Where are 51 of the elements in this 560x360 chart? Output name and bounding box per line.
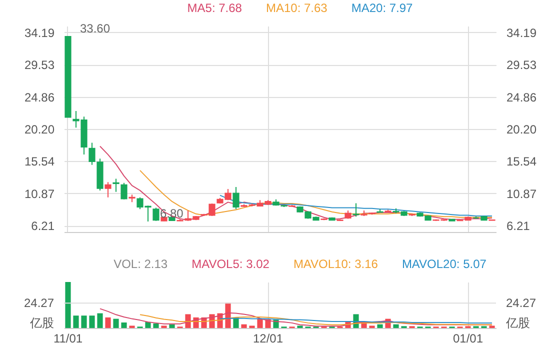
x-tick-label: 01/01 [452,332,484,346]
bar [105,317,111,328]
bar [145,322,151,328]
y2-axis-title: 亿股 [505,316,530,330]
y2-tick-label: 6.21 [506,219,530,234]
candlestick [232,186,240,210]
y-tick-label: 15.54 [24,154,55,169]
bar [169,324,175,328]
y-tick-label: 20.20 [24,122,55,136]
y-tick-label: 29.53 [24,58,55,72]
y2-tick-label: 20.20 [506,122,537,136]
y-tick-label: 10.87 [24,186,55,201]
y2-tick-label: 15.54 [506,154,537,169]
bar [73,316,79,328]
bar [153,323,159,328]
y2-tick-label: 34.19 [506,26,537,40]
bar [393,324,399,328]
y2-tick-label: 29.53 [506,58,537,72]
bar [113,318,119,328]
line-series [100,146,492,221]
x-tick-label: 11/01 [53,332,83,346]
y-tick-label: 6.21 [31,219,55,234]
y2-tick-label: 10.87 [506,186,537,201]
candlestick [120,182,128,200]
text: MAVOL10: 3.16 [293,256,378,272]
text: VOL: 2.13 [114,256,168,272]
text: MA20: 7.97 [351,0,413,16]
text: MAVOL5: 3.02 [192,256,270,272]
annotation: 33.60 [80,21,110,36]
bar [257,318,263,328]
bar [377,324,383,328]
x-tick-label: 12/01 [252,332,284,346]
y-axis-title: 亿股 [29,316,54,330]
bar [97,313,103,328]
candlestick [112,178,120,192]
text: 24.27 [24,296,54,310]
text: MA5: 7.68 [187,0,242,16]
bar [81,316,87,328]
bar [89,316,95,328]
text: MAVOL20: 5.07 [402,256,486,272]
candlestick [152,207,160,222]
text: 24.27 [506,296,536,310]
line-series [140,170,492,218]
bar [65,282,71,328]
bar [121,322,127,328]
candlestick [104,182,112,198]
text: MA10: 7.63 [266,0,328,16]
y2-tick-label: 24.86 [506,90,537,104]
y-tick-label: 34.19 [24,26,55,40]
bar [241,324,247,328]
y-tick-label: 24.86 [24,90,55,104]
